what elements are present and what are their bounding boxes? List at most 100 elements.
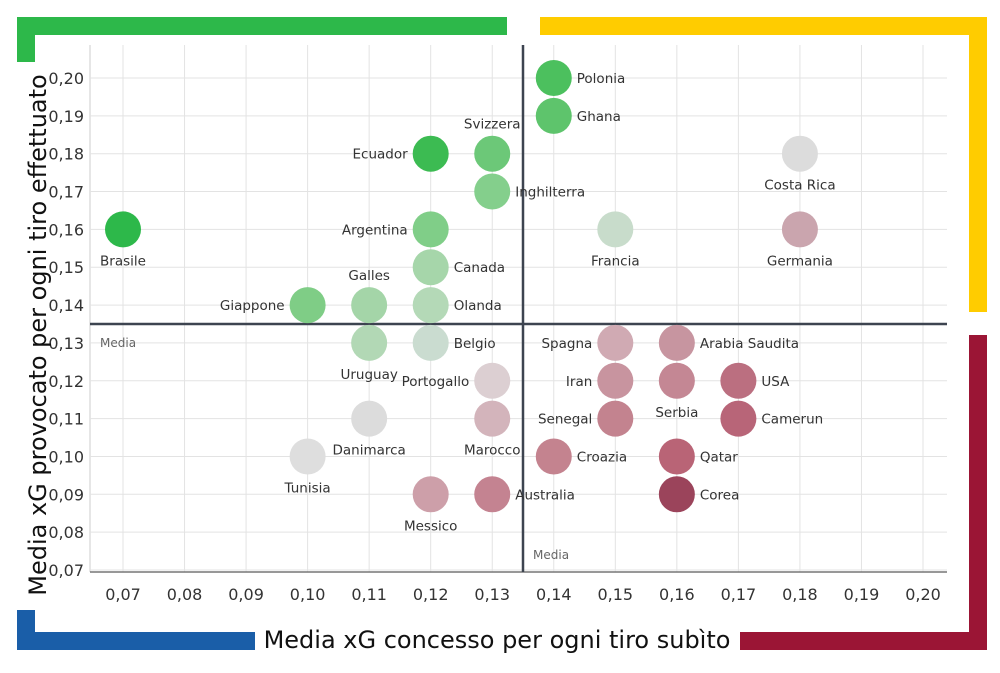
point-label: Canada [454, 260, 505, 276]
point-messico [412, 476, 449, 513]
point-argentina [412, 211, 449, 248]
y-axis-title: Media xG provocato per ogni tiro effettu… [24, 74, 52, 595]
point-label: Portogallo [402, 374, 470, 390]
points: Polonia Ghana Svizzera Ecuador Costa Rica Ing… [100, 60, 836, 534]
frame-bar [740, 632, 987, 650]
x-tick-label: 0,20 [905, 585, 941, 604]
point-label: Australia [515, 487, 575, 503]
point-galles [351, 287, 388, 324]
frame-bar [17, 17, 507, 35]
point-label: Svizzera [464, 117, 521, 133]
mean-lines: Media Media [90, 45, 947, 572]
point-label: Francia [591, 253, 640, 269]
point-costa-rica [781, 135, 818, 172]
y-tick-label: 0,10 [48, 447, 84, 466]
point-usa [720, 362, 757, 399]
point-label: Qatar [700, 449, 738, 465]
y-tick-label: 0,19 [48, 107, 84, 126]
point-label: Camerun [761, 412, 823, 428]
point-label: Brasile [100, 253, 146, 269]
x-tick-label: 0,16 [659, 585, 695, 604]
point-label: Ghana [577, 109, 621, 125]
point-label: Corea [700, 487, 740, 503]
point-corea [658, 476, 695, 513]
point-portogallo [474, 362, 511, 399]
point-uruguay [351, 324, 388, 361]
y-tick-label: 0,09 [48, 485, 84, 504]
point-label: Croazia [577, 449, 627, 465]
point-label: Serbia [655, 405, 698, 421]
frame-bar [969, 17, 987, 312]
frame-bar [969, 335, 987, 650]
point-francia [597, 211, 634, 248]
x-tick-label: 0,12 [413, 585, 449, 604]
x-tick-label: 0,11 [351, 585, 387, 604]
point-camerun [720, 400, 757, 437]
point-iran [597, 362, 634, 399]
point-belgio [412, 324, 449, 361]
x-axis-title: Media xG concesso per ogni tiro subìto [264, 626, 731, 654]
point-label: Ecuador [353, 147, 409, 163]
x-tick-label: 0,13 [474, 585, 510, 604]
y-tick-label: 0,14 [48, 296, 84, 315]
y-tick-label: 0,15 [48, 258, 84, 277]
y-tick-label: 0,17 [48, 183, 84, 202]
point-label: Costa Rica [764, 178, 835, 194]
point-label: Tunisia [284, 480, 331, 496]
point-label: Polonia [577, 71, 626, 87]
point-label: USA [761, 374, 790, 390]
point-svizzera [474, 135, 511, 172]
point-croazia [535, 438, 572, 475]
point-label: Olanda [454, 298, 502, 314]
x-tick-label: 0,10 [290, 585, 326, 604]
point-ecuador [412, 135, 449, 172]
point-ghana [535, 97, 572, 134]
x-tick-label: 0,07 [105, 585, 141, 604]
point-australia [474, 476, 511, 513]
point-senegal [597, 400, 634, 437]
point-label: Spagna [541, 336, 592, 352]
y-tick-label: 0,08 [48, 523, 84, 542]
y-tick-label: 0,11 [48, 410, 84, 429]
point-label: Iran [566, 374, 592, 390]
x-tick-label: 0,15 [597, 585, 633, 604]
quadrant-frame [17, 17, 987, 650]
point-label: Belgio [454, 336, 496, 352]
point-label: Uruguay [340, 367, 397, 383]
point-germania [781, 211, 818, 248]
point-qatar [658, 438, 695, 475]
x-tick-label: 0,14 [536, 585, 572, 604]
y-tick-label: 0,07 [48, 561, 84, 580]
mean-x-label: Media [533, 548, 569, 562]
frame-bar [17, 632, 255, 650]
x-tick-label: 0,17 [721, 585, 757, 604]
y-tick-label: 0,20 [48, 69, 84, 88]
point-marocco [474, 400, 511, 437]
x-tick-label: 0,19 [844, 585, 880, 604]
frame-bar [17, 17, 35, 62]
y-tick-label: 0,16 [48, 220, 84, 239]
x-tick-label: 0,08 [167, 585, 203, 604]
point-arabia-saudita [658, 324, 695, 361]
point-label: Marocco [464, 443, 521, 459]
point-brasile [105, 211, 141, 248]
point-label: Galles [348, 268, 390, 284]
y-tick-label: 0,13 [48, 334, 84, 353]
point-label: Messico [404, 518, 457, 534]
point-polonia [535, 60, 572, 96]
point-serbia [658, 362, 695, 399]
point-label: Germania [767, 253, 833, 269]
grid [89, 45, 947, 572]
point-olanda [412, 287, 449, 324]
point-spagna [597, 324, 634, 361]
point-label: Senegal [538, 412, 592, 428]
point-label: Danimarca [332, 443, 405, 459]
point-canada [412, 249, 449, 286]
point-label: Argentina [342, 222, 408, 238]
frame-bar [540, 17, 987, 35]
axes: 0,07 0,08 0,09 0,10 0,11 0,12 0,13 0,14 0,15 0,16… [48, 69, 947, 604]
point-inghilterra [474, 173, 511, 210]
frame-bar [17, 610, 35, 650]
point-label: Inghilterra [515, 185, 585, 201]
